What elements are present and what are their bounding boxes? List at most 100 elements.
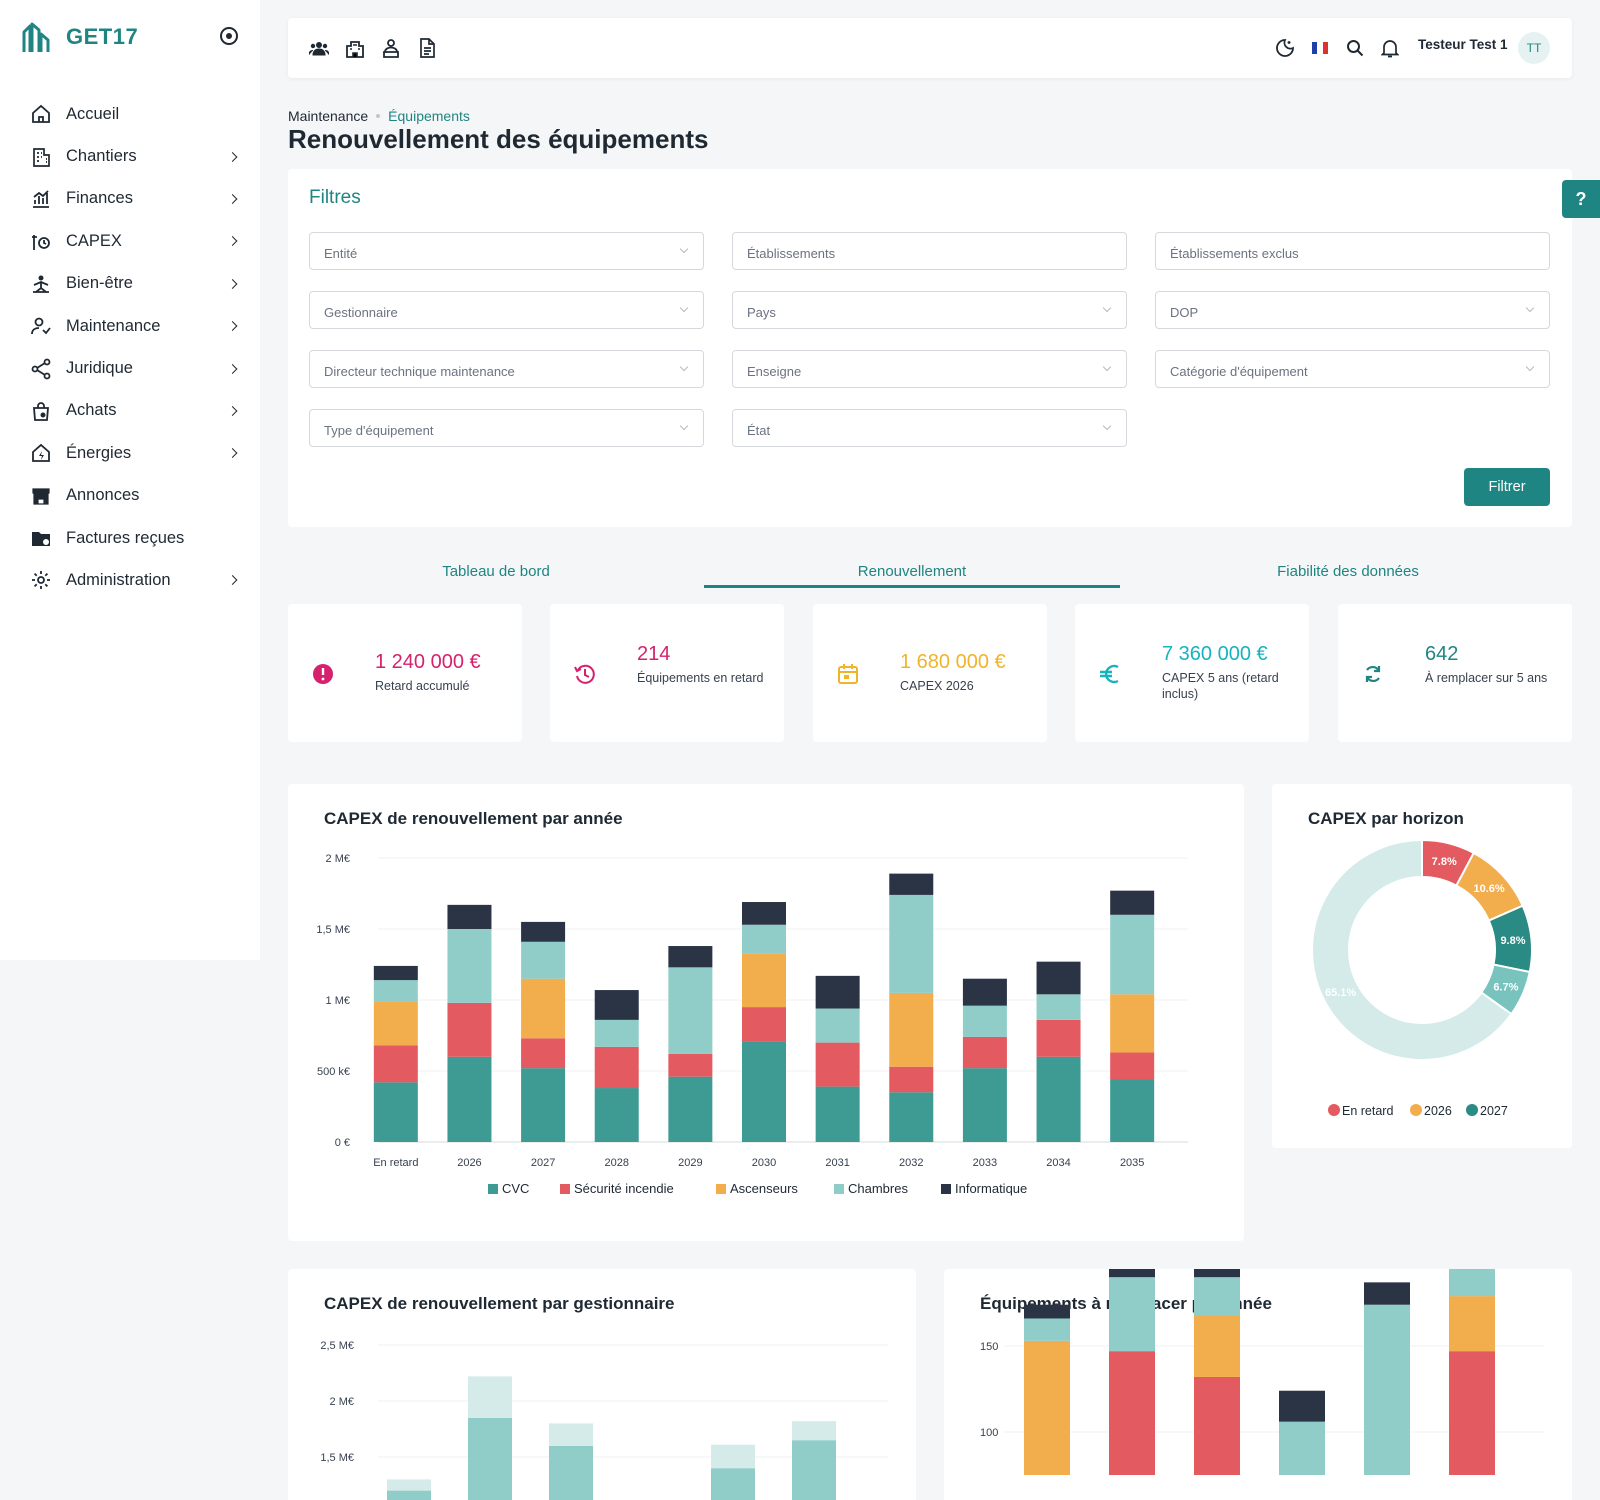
bar-segment[interactable] — [815, 975, 860, 1009]
bar-segment[interactable] — [447, 1056, 492, 1142]
filter-etablissements-exclus[interactable]: Établissements exclus — [1155, 232, 1550, 270]
bar-segment[interactable] — [373, 965, 418, 981]
bar-segment[interactable] — [1194, 1277, 1240, 1316]
bar-segment[interactable] — [711, 1444, 755, 1469]
bar-segment[interactable] — [1036, 1056, 1081, 1142]
logo[interactable]: GET17 — [20, 20, 138, 54]
bar-segment[interactable] — [447, 929, 492, 1003]
legend-label[interactable]: Ascenseurs — [730, 1181, 798, 1196]
bar-segment[interactable] — [1449, 1296, 1495, 1352]
sidebar-item-factures-recues[interactable]: Factures reçues — [0, 517, 260, 559]
help-button[interactable]: ? — [1562, 180, 1600, 218]
flag-fr-icon[interactable] — [1309, 37, 1331, 59]
bar-segment[interactable] — [889, 873, 934, 895]
bar-segment[interactable] — [1024, 1340, 1070, 1475]
breadcrumb-item[interactable]: Maintenance — [288, 108, 369, 124]
tab-tableau-de-bord[interactable]: Tableau de bord — [442, 563, 550, 580]
bar-segment[interactable] — [1024, 1318, 1070, 1341]
filter-dop[interactable]: DOP — [1155, 291, 1550, 329]
bar-segment[interactable] — [889, 1066, 934, 1093]
bar-segment[interactable] — [1449, 1269, 1495, 1297]
bar-segment[interactable] — [549, 1423, 593, 1446]
document-icon[interactable] — [416, 37, 438, 59]
bar-segment[interactable] — [549, 1445, 593, 1500]
users-icon[interactable] — [308, 37, 330, 59]
bar-segment[interactable] — [742, 1007, 786, 1042]
bar-segment[interactable] — [594, 1088, 639, 1142]
bar-segment[interactable] — [594, 990, 639, 1020]
sidebar-item-administration[interactable]: Administration — [0, 559, 260, 601]
bar-segment[interactable] — [1279, 1421, 1325, 1475]
bar-segment[interactable] — [1110, 914, 1155, 995]
bar-segment[interactable] — [1109, 1351, 1155, 1475]
bar-segment[interactable] — [447, 1002, 492, 1057]
bar-segment[interactable] — [889, 894, 934, 993]
bar-segment[interactable] — [373, 1001, 418, 1046]
filter-pays[interactable]: Pays — [732, 291, 1127, 329]
bar-segment[interactable] — [1364, 1282, 1410, 1305]
filter-etat[interactable]: État — [732, 409, 1127, 447]
bar-segment[interactable] — [521, 1068, 566, 1142]
filter-etablissements[interactable]: Établissements — [732, 232, 1127, 270]
sidebar-item-achats[interactable]: Achats — [0, 390, 260, 432]
legend-label[interactable]: Sécurité incendie — [574, 1181, 674, 1196]
legend-label[interactable]: CVC — [502, 1181, 529, 1196]
bar-segment[interactable] — [468, 1376, 512, 1418]
bar-segment[interactable] — [889, 1092, 934, 1142]
sidebar-item-annonces[interactable]: Annonces — [0, 475, 260, 517]
dark-mode-icon[interactable] — [1274, 37, 1296, 59]
bar-segment[interactable] — [1036, 961, 1081, 995]
bar-segment[interactable] — [1194, 1269, 1240, 1278]
bar-segment[interactable] — [373, 1082, 418, 1142]
search-icon[interactable] — [1344, 37, 1366, 59]
sidebar-item-maintenance[interactable]: Maintenance — [0, 305, 260, 347]
filter-directeur-technique-maintenance[interactable]: Directeur technique maintenance — [309, 350, 704, 388]
bar-segment[interactable] — [1109, 1269, 1155, 1278]
avatar[interactable]: TT — [1518, 32, 1550, 64]
bar-segment[interactable] — [742, 924, 786, 954]
bar-segment[interactable] — [521, 978, 566, 1039]
sidebar-item-energies[interactable]: Énergies — [0, 432, 260, 474]
sidebar-item-accueil[interactable]: Accueil — [0, 93, 260, 135]
bar-segment[interactable] — [1194, 1376, 1240, 1475]
bar-segment[interactable] — [815, 1042, 860, 1087]
bar-segment[interactable] — [1110, 994, 1155, 1053]
bar-segment[interactable] — [447, 904, 492, 929]
bar-segment[interactable] — [594, 1019, 639, 1047]
legend-label[interactable]: Chambres — [848, 1181, 908, 1196]
filter-entite[interactable]: Entité — [309, 232, 704, 270]
bar-segment[interactable] — [668, 946, 713, 968]
person-desk-icon[interactable] — [380, 37, 402, 59]
bar-segment[interactable] — [962, 1005, 1007, 1037]
bell-icon[interactable] — [1379, 37, 1401, 59]
bar-segment[interactable] — [1194, 1315, 1240, 1377]
bar-segment[interactable] — [792, 1440, 836, 1500]
sidebar-item-juridique[interactable]: Juridique — [0, 347, 260, 389]
user-name[interactable]: Testeur Test 1 — [1418, 37, 1508, 52]
bar-segment[interactable] — [889, 992, 934, 1067]
filter-type-d-equipement[interactable]: Type d'équipement — [309, 409, 704, 447]
tab-fiabilite-des-donnees[interactable]: Fiabilité des données — [1277, 563, 1419, 580]
bar-segment[interactable] — [815, 1086, 860, 1142]
sidebar-item-bien-etre[interactable]: Bien-être — [0, 263, 260, 305]
bar-segment[interactable] — [1110, 1079, 1155, 1142]
bar-segment[interactable] — [373, 980, 418, 1002]
pin-sidebar-icon[interactable] — [220, 27, 238, 45]
bar-segment[interactable] — [668, 1053, 713, 1077]
legend-label[interactable]: 2027 — [1480, 1104, 1508, 1118]
legend-label[interactable]: 2026 — [1424, 1104, 1452, 1118]
bar-segment[interactable] — [387, 1479, 431, 1491]
bar-segment[interactable] — [815, 1008, 860, 1043]
bar-segment[interactable] — [1110, 1052, 1155, 1080]
bar-segment[interactable] — [468, 1417, 512, 1500]
bar-segment[interactable] — [1036, 994, 1081, 1020]
filter-button[interactable]: Filtrer — [1464, 468, 1550, 506]
filter-categorie-d-equipement[interactable]: Catégorie d'équipement — [1155, 350, 1550, 388]
pie-slice[interactable] — [1311, 838, 1513, 1061]
bar-segment[interactable] — [1364, 1304, 1410, 1475]
bar-segment[interactable] — [521, 921, 566, 942]
bar-segment[interactable] — [962, 1068, 1007, 1142]
bar-segment[interactable] — [521, 941, 566, 979]
bar-segment[interactable] — [1036, 1019, 1081, 1057]
bar-segment[interactable] — [711, 1468, 755, 1500]
